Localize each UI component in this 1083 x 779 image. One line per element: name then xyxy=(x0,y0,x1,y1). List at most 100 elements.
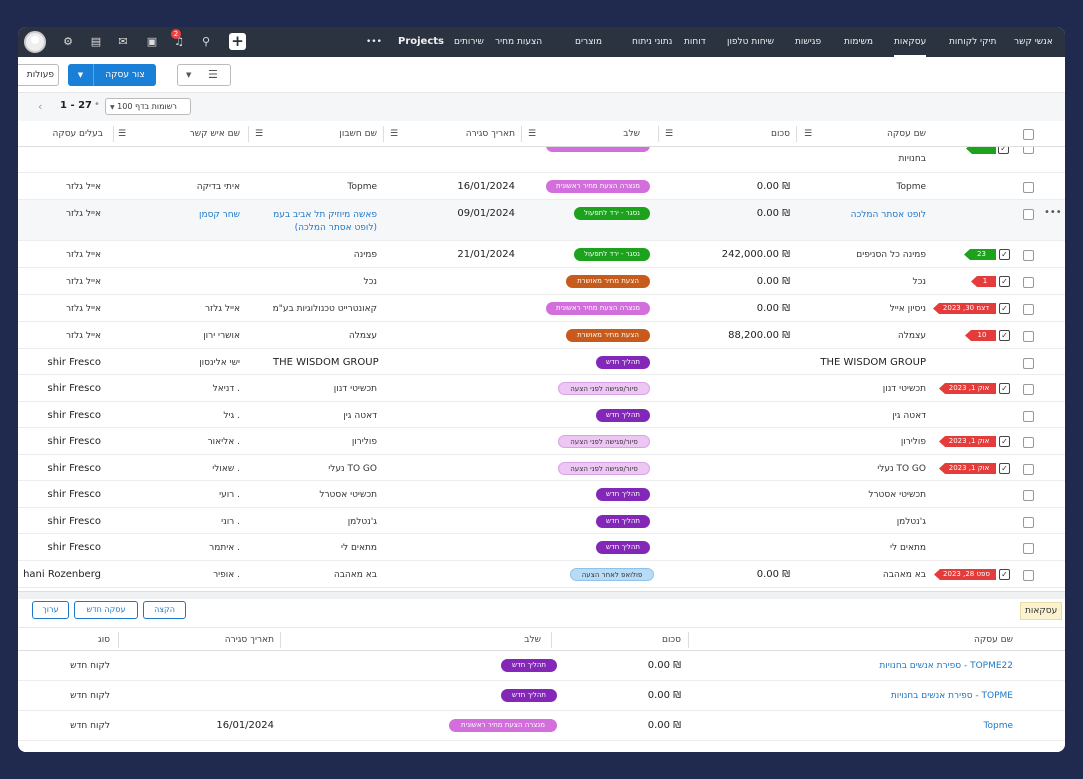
column-divider[interactable] xyxy=(113,126,114,142)
tab-contacts[interactable]: אנשי קשר xyxy=(1014,37,1053,47)
column-menu-icon[interactable]: ☰ xyxy=(665,129,674,139)
task-icon[interactable]: ✓ xyxy=(998,147,1009,154)
col-contact[interactable]: שם איש קשר xyxy=(138,121,240,147)
row-checkbox[interactable] xyxy=(1023,570,1034,581)
stage-badge[interactable]: תהליך חדש xyxy=(596,515,650,528)
tab-products[interactable]: מוצרים xyxy=(575,37,602,47)
deal-name[interactable]: פולירון xyxy=(900,437,926,447)
task-icon[interactable]: ✓ xyxy=(999,436,1010,447)
row-checkbox[interactable] xyxy=(1023,182,1034,193)
stage-badge[interactable]: נסגר - ירד לתפעול xyxy=(574,207,650,220)
stage-badge[interactable]: מנצרה הצעת מחיר ראשונית xyxy=(546,302,650,315)
search-icon[interactable]: ⚲ xyxy=(201,35,211,48)
column-menu-icon[interactable]: ☰ xyxy=(118,129,127,139)
table-row[interactable]: אייל גלזר פמינה 21/01/2024 נסגר - ירד לת… xyxy=(18,241,1065,268)
account[interactable]: קאונטרייט טכנולוגיות בע"מ xyxy=(272,304,377,314)
row-checkbox[interactable] xyxy=(1023,147,1034,154)
stage-badge[interactable]: סיור/פגישה לפני הצעה xyxy=(558,382,650,395)
task-icon[interactable]: ✓ xyxy=(999,463,1010,474)
table-row[interactable]: אייל גלזר איתי בדיקה Topme 16/01/2024 מנ… xyxy=(18,173,1065,200)
contact[interactable]: ישי אלינסון xyxy=(199,358,240,368)
horizontal-scrollbar[interactable] xyxy=(18,591,1065,599)
col-date[interactable]: תאריך סגירה xyxy=(224,635,274,645)
deal-name[interactable]: ספירת אנשים בחנויות - TOPME xyxy=(890,691,1013,701)
column-divider[interactable] xyxy=(551,632,552,648)
task-icon[interactable]: ✓ xyxy=(999,569,1010,580)
stage-badge[interactable]: תהליך חדש xyxy=(501,689,557,702)
col-name[interactable]: שם עסקה xyxy=(974,635,1013,645)
deal-name[interactable]: תכשיטי דנון xyxy=(882,384,926,394)
stage-badge[interactable]: סיור/פגישה לפני הצעה xyxy=(558,462,650,475)
account[interactable]: פמינה xyxy=(353,250,377,260)
column-divider[interactable] xyxy=(658,126,659,142)
row-checkbox[interactable] xyxy=(1023,437,1034,448)
stage-badge[interactable]: סיור/פגישה לפני הצעה xyxy=(558,435,650,448)
deal-name[interactable]: תכשיטי אסטרל xyxy=(868,490,926,500)
col-amount[interactable]: סכום xyxy=(661,635,681,645)
table-row[interactable]: אייל גלזר אייל גלזר קאונטרייט טכנולוגיות… xyxy=(18,295,1065,322)
stage-badge[interactable]: פולואפ לאחר הצעה xyxy=(570,568,654,581)
deal-name[interactable]: עצמלה xyxy=(897,331,926,341)
account[interactable]: THE WISDOM GROUP xyxy=(273,357,379,368)
contact[interactable]: איתי בדיקה xyxy=(196,182,240,192)
deal-name[interactable]: לופט אסתר המלכה xyxy=(850,210,926,220)
column-divider[interactable] xyxy=(796,126,797,142)
settings-icon[interactable]: ⚙ xyxy=(63,35,73,48)
contact[interactable]: שחר קסמן xyxy=(199,210,240,220)
stage-badge[interactable]: תהליך חדש xyxy=(596,541,650,554)
column-menu-icon[interactable]: ☰ xyxy=(255,129,264,139)
table-row[interactable]: אייל גלזר נכל הצעת מחיר מאושרת 0.00 ₪ נכ… xyxy=(18,268,1065,295)
account[interactable]: נכל xyxy=(363,277,377,287)
create-deal-button[interactable]: ▼ צור עסקה xyxy=(68,64,156,86)
column-menu-icon[interactable]: ☰ xyxy=(528,129,537,139)
col-stage[interactable]: שלב xyxy=(524,635,541,645)
related-row[interactable]: לקוח חדש תהליך חדש 0.00 ₪ ספירת אנשים בח… xyxy=(18,651,1065,681)
column-menu-icon[interactable]: ☰ xyxy=(804,129,813,139)
deal-name[interactable]: מתאים לי xyxy=(889,543,926,553)
tab-deals[interactable]: עסקאות xyxy=(894,27,927,57)
col-close-date[interactable]: תאריך סגירה xyxy=(408,121,515,147)
stage-badge[interactable]: תהליך חדש xyxy=(596,488,650,501)
row-checkbox[interactable] xyxy=(1023,490,1034,501)
tab-services[interactable]: שירותים xyxy=(454,37,484,47)
contact[interactable]: שאולי . xyxy=(212,464,240,474)
deal-name[interactable]: פמינה כל הסניפים xyxy=(856,250,926,260)
chevron-left-icon[interactable]: ‹ xyxy=(38,100,43,113)
account[interactable]: עצמלה xyxy=(348,331,377,341)
stage-badge[interactable]: הצעת מחיר מאושרת xyxy=(566,329,650,342)
task-icon[interactable]: ✓ xyxy=(999,276,1010,287)
row-checkbox[interactable] xyxy=(1023,517,1034,528)
stage-badge[interactable]: תהליך חדש xyxy=(596,409,650,422)
deal-name[interactable]: דאטה גין xyxy=(892,411,926,421)
deal-name[interactable]: בחנויות xyxy=(898,154,926,164)
account[interactable]: פאשה מיוזיק תל אביב בעמ (לופט אסתר המלכה… xyxy=(273,210,377,233)
col-stage[interactable]: שלב xyxy=(548,121,640,147)
col-owner[interactable]: בעלים עסקה xyxy=(18,121,103,147)
related-row[interactable]: לקוח חדש תהליך חדש 0.00 ₪ ספירת אנשים בח… xyxy=(18,681,1065,711)
table-row[interactable]: shir Fresco ישי אלינסון THE WISDOM GROUP… xyxy=(18,349,1065,375)
col-amount[interactable]: סכום xyxy=(683,121,790,147)
deal-name[interactable]: THE WISDOM GROUP xyxy=(820,357,926,368)
stage-badge[interactable]: נסגר - ירד לתפעול xyxy=(574,248,650,261)
deal-name[interactable]: Topme xyxy=(896,182,927,192)
account[interactable]: Topme xyxy=(347,182,378,192)
row-actions-icon[interactable]: ••• xyxy=(1044,207,1062,218)
task-icon[interactable]: ✓ xyxy=(999,303,1010,314)
tab-meetings[interactable]: פגישות xyxy=(795,37,822,47)
stage-badge[interactable]: תהליך חדש xyxy=(501,659,557,672)
add-icon[interactable]: + xyxy=(229,33,246,50)
chevron-down-icon[interactable]: ▼ xyxy=(68,64,94,86)
row-checkbox[interactable] xyxy=(1023,304,1034,315)
account[interactable]: תכשיטי אסטרל xyxy=(319,490,377,500)
account[interactable]: מתאים לי xyxy=(340,543,377,553)
table-row[interactable]: shir Fresco אליאור . פולירון סיור/פגישה … xyxy=(18,428,1065,455)
row-checkbox[interactable] xyxy=(1023,250,1034,261)
column-divider[interactable] xyxy=(688,632,689,648)
column-divider[interactable] xyxy=(248,126,249,142)
tab-tasks[interactable]: משימות xyxy=(844,37,873,47)
stage-badge[interactable]: הצעת מחיר מאושרת xyxy=(566,275,650,288)
contact[interactable]: אושרי ירון xyxy=(203,331,240,341)
account[interactable]: נעלי TO GO xyxy=(328,464,377,474)
calendar-icon[interactable]: ▣ xyxy=(146,35,158,48)
table-row[interactable]: ✓ בחנויות xyxy=(18,147,1065,173)
